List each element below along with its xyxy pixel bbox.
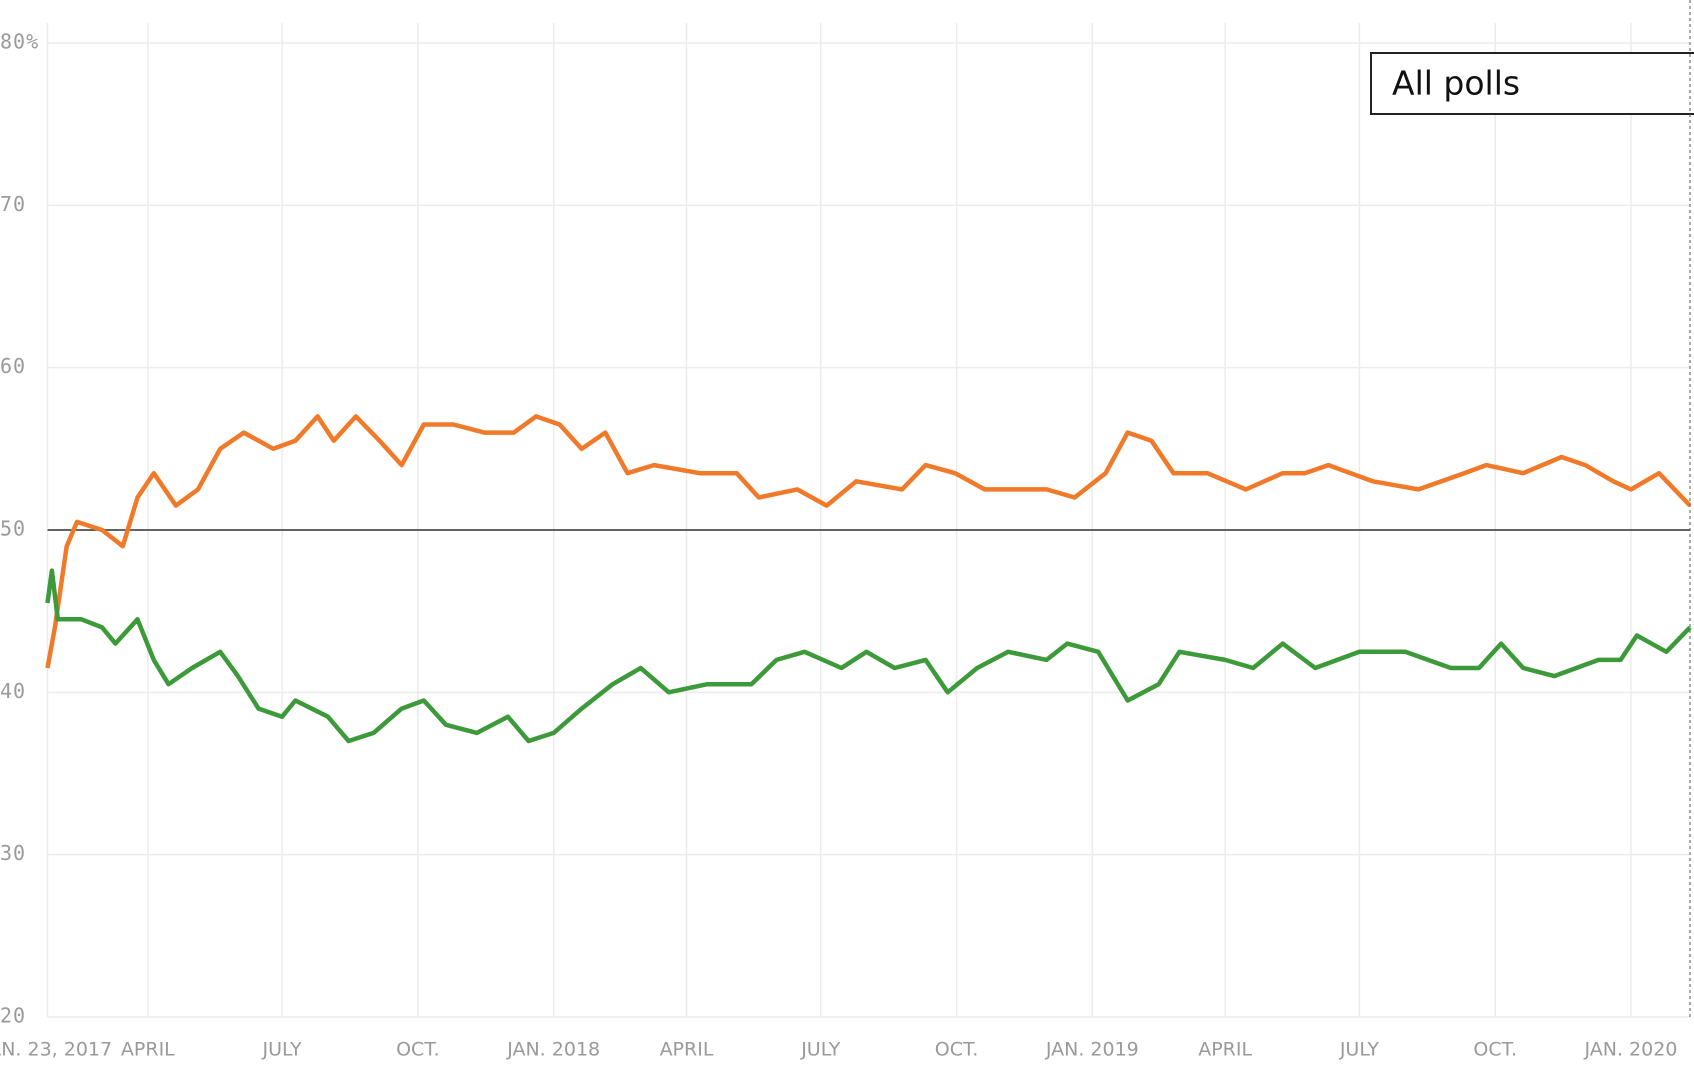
filter-label[interactable]: All polls: [1392, 64, 1520, 103]
y-tick-label: 50: [0, 517, 26, 541]
x-tick-label: JAN. 2019: [1045, 1039, 1139, 1061]
x-tick-label: OCT.: [935, 1039, 979, 1061]
y-tick-label: 60: [0, 354, 26, 378]
x-tick-label: APRIL: [660, 1039, 714, 1061]
y-tick-label: 70: [0, 192, 26, 216]
filter-box[interactable]: [1370, 52, 1694, 115]
x-tick-label: JAN. 2020: [1584, 1039, 1678, 1061]
x-tick-label: OCT.: [396, 1039, 440, 1061]
x-tick-label: JAN. 2018: [506, 1039, 600, 1061]
y-tick-label: 30: [0, 841, 26, 865]
x-tick-label: APRIL: [1198, 1039, 1252, 1061]
x-tick-label: JULY: [1339, 1039, 1380, 1061]
x-tick-label: JULY: [262, 1039, 303, 1061]
y-tick-label: 40: [0, 679, 26, 703]
x-tick-label: OCT.: [1473, 1039, 1517, 1061]
x-tick-label: APRIL: [121, 1039, 175, 1061]
x-tick-label: JAN. 23, 2017: [0, 1039, 112, 1061]
series-line: [45, 414, 1692, 669]
x-tick-label: JULY: [800, 1039, 841, 1061]
series-line: [45, 568, 1692, 744]
y-tick-label: 20: [0, 1004, 26, 1028]
y-tick-label: 80%: [0, 30, 39, 54]
